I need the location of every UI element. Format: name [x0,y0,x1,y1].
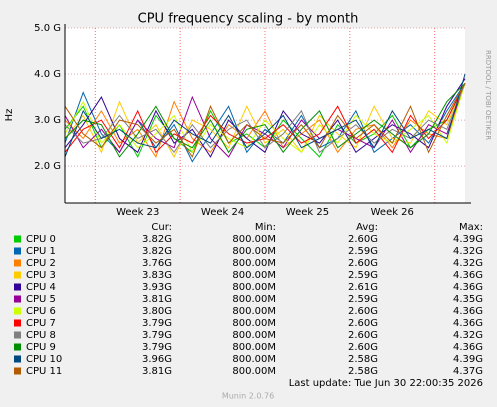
x-tick-label: Week 24 [201,207,244,218]
legend-value: 2.58G [348,354,378,365]
legend-value: 2.59G [348,246,378,257]
legend-value: 3.96G [142,354,172,365]
footer: Munin 2.0.76 [222,392,274,401]
legend-name: CPU 8 [26,330,56,341]
legend-header: Avg: [356,222,378,233]
series-line [64,83,466,154]
last-update: Last update: Tue Jun 30 22:00:35 2026 [289,378,483,389]
legend-value: 800.00M [232,246,276,257]
legend-value: 800.00M [232,258,276,269]
legend-name: CPU 6 [26,306,56,317]
legend-value: 800.00M [232,306,276,317]
legend-value: 3.76G [142,258,172,269]
legend-value: 3.82G [142,234,172,245]
legend-value: 4.39G [453,354,483,365]
legend-swatch [14,355,21,363]
legend-swatch [14,235,21,243]
legend-swatch [14,295,21,303]
legend-value: 2.60G [348,330,378,341]
legend-swatch [14,247,21,255]
side-text: RRDTOOL / TOBI OETIKER [484,50,492,140]
legend-name: CPU 5 [26,294,56,305]
legend-value: 4.32G [453,330,483,341]
x-tick-label: Week 25 [286,207,329,218]
legend-value: 4.36G [453,318,483,329]
legend-swatch [14,259,21,267]
legend-swatch [14,367,21,375]
legend-name: CPU 11 [26,366,62,377]
legend-value: 4.36G [453,342,483,353]
legend-header: Max: [459,222,483,233]
legend-value: 3.82G [142,246,172,257]
legend-name: CPU 0 [26,234,56,245]
legend-value: 2.59G [348,270,378,281]
legend-value: 3.93G [142,282,172,293]
legend-value: 2.60G [348,318,378,329]
legend-swatch [14,283,21,291]
legend-header: Cur: [151,222,172,233]
chart-title: CPU frequency scaling - by month [138,12,359,27]
legend-value: 4.36G [453,306,483,317]
legend-value: 2.60G [348,258,378,269]
legend-value: 2.60G [348,234,378,245]
legend-value: 2.58G [348,366,378,377]
legend-value: 4.32G [453,246,483,257]
legend-value: 3.79G [142,342,172,353]
series-line [64,83,466,159]
y-tick-label: 2.0 G [34,161,61,172]
series-line [64,73,466,158]
y-tick-label: 5.0 G [34,23,61,34]
legend-name: CPU 4 [26,282,56,293]
legend-value: 3.79G [142,318,172,329]
legend-value: 3.80G [142,306,172,317]
legend-value: 4.35G [453,294,483,305]
legend-name: CPU 1 [26,246,56,257]
legend-value: 4.39G [453,234,483,245]
legend-value: 2.61G [348,282,378,293]
y-axis-label: Hz [4,109,15,122]
legend-value: 2.60G [348,306,378,317]
legend-value: 2.59G [348,294,378,305]
legend-value: 3.81G [142,294,172,305]
legend-value: 4.37G [453,366,483,377]
legend-swatch [14,331,21,339]
legend-value: 800.00M [232,282,276,293]
legend-value: 800.00M [232,294,276,305]
legend-value: 800.00M [232,318,276,329]
legend-value: 800.00M [232,366,276,377]
legend-value: 800.00M [232,234,276,245]
legend-value: 800.00M [232,330,276,341]
legend-name: CPU 10 [26,354,62,365]
legend-name: CPU 9 [26,342,56,353]
legend-name: CPU 2 [26,258,56,269]
legend-value: 800.00M [232,342,276,353]
legend-swatch [14,271,21,279]
y-tick-label: 4.0 G [34,69,61,80]
legend-swatch [14,343,21,351]
legend-value: 800.00M [232,270,276,281]
legend-value: 4.36G [453,282,483,293]
legend-value: 3.83G [142,270,172,281]
legend-swatch [14,319,21,327]
legend-value: 800.00M [232,354,276,365]
legend-header: Min: [255,222,276,233]
legend-value: 3.79G [142,330,172,341]
series-line [64,78,466,158]
legend-value: 4.36G [453,270,483,281]
legend-name: CPU 3 [26,270,56,281]
legend-value: 2.60G [348,342,378,353]
legend-swatch [14,307,21,315]
series-line [64,82,466,158]
legend-value: 4.32G [453,258,483,269]
legend-name: CPU 7 [26,318,56,329]
x-tick-label: Week 26 [371,207,414,218]
y-tick-label: 3.0 G [34,115,61,126]
legend-value: 3.81G [142,366,172,377]
x-tick-label: Week 23 [116,207,159,218]
